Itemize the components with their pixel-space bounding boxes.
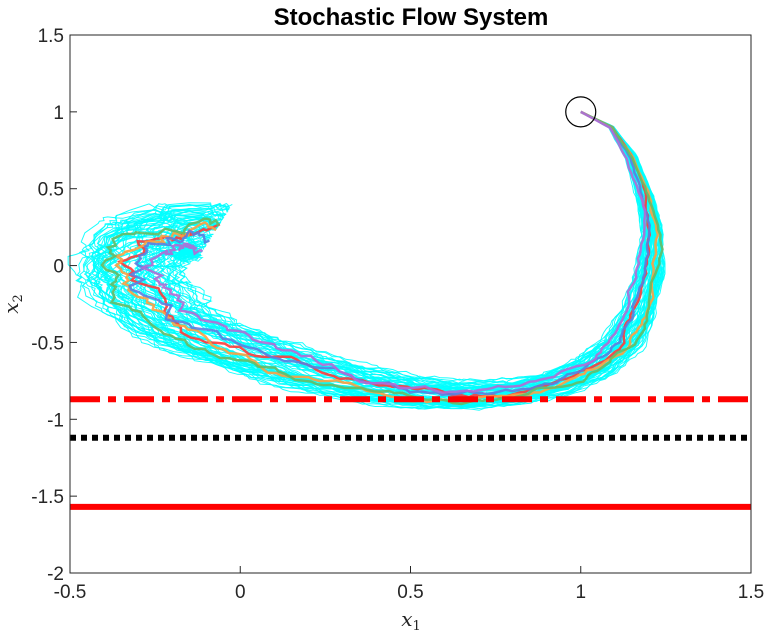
x-tick-label: 1 [575,582,586,603]
y-tick-label: 0 [53,257,64,278]
ensemble-trajectory [163,111,644,387]
y-tick-label: -2 [47,564,64,585]
y-tick-label: -1 [47,410,64,431]
ensemble-trajectory [149,111,649,389]
y-tick-label: 0.5 [38,180,64,201]
ensemble-trajectory [86,111,666,406]
x-tick-label: 0 [235,582,246,603]
x-tick-label: 1.5 [738,582,764,603]
sample-trajectory-5 [139,110,647,395]
y-tick-label: -0.5 [31,333,64,354]
x-axis-ticks: -0.5 0 0.5 1 1.5 [54,566,764,603]
ensemble-trajectory [175,111,645,386]
y-tick-label: -1.5 [31,487,64,508]
chart-title: Stochastic Flow System [274,4,549,31]
ensemble-trajectory [160,111,646,392]
y-axis-label: x2 [0,294,26,314]
y-axis-ticks: 1.5 1 0.5 0 -0.5 -1 -1.5 -2 [31,26,77,585]
ensemble-trajectory [139,111,649,395]
y-tick-label: 1 [53,103,64,124]
ensemble-trajectory [156,111,643,391]
x-axis-label: x1 [401,607,421,633]
x-tick-label: 0.5 [397,582,423,603]
threshold-lines [70,396,751,510]
x-tick-label: -0.5 [54,582,87,603]
ensemble-trajectory [135,111,652,393]
y-tick-label: 1.5 [38,26,64,47]
sample-trajectory-3 [128,110,651,397]
start-point-marker [565,96,597,128]
